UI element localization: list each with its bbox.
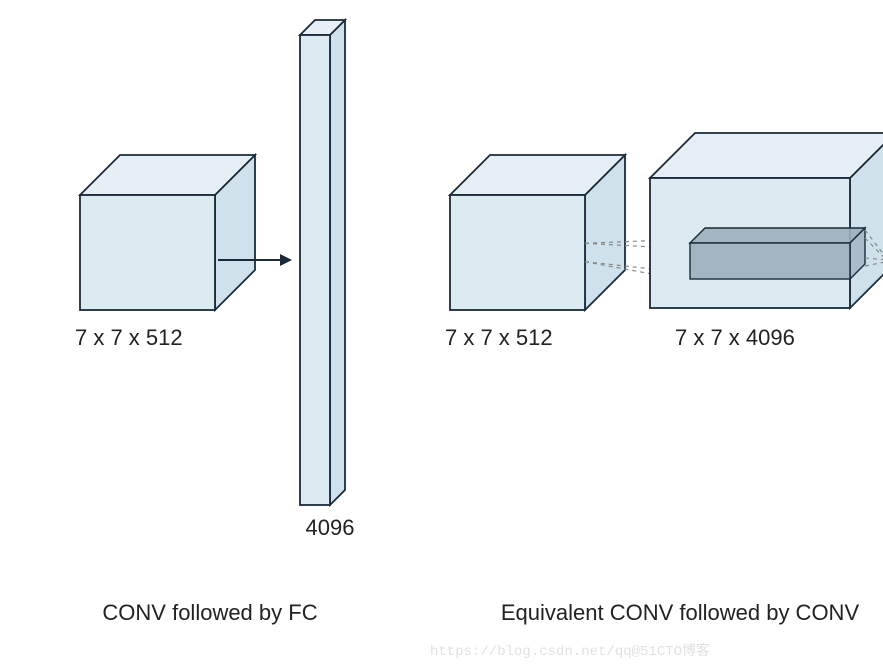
conv-output-cube bbox=[650, 133, 883, 308]
slab-dim-label: 4096 bbox=[306, 515, 355, 540]
conv-feature-cube-right bbox=[450, 155, 625, 310]
conv-feature-cube-left bbox=[80, 155, 255, 310]
caption-left: CONV followed by FC bbox=[102, 600, 317, 625]
watermark-text: https://blog.csdn.net/qq@51CTO博客 bbox=[430, 644, 710, 660]
caption-right: Equivalent CONV followed by CONV bbox=[501, 600, 860, 625]
cube-right1-dim-label: 7 x 7 x 512 bbox=[445, 325, 553, 350]
cube-left-dim-label: 7 x 7 x 512 bbox=[75, 325, 183, 350]
fc-vector-slab bbox=[300, 20, 345, 505]
cube-right2-dim-label: 7 x 7 x 4096 bbox=[675, 325, 795, 350]
watermark: https://blog.csdn.net/qq@51CTO博客 bbox=[430, 640, 710, 660]
